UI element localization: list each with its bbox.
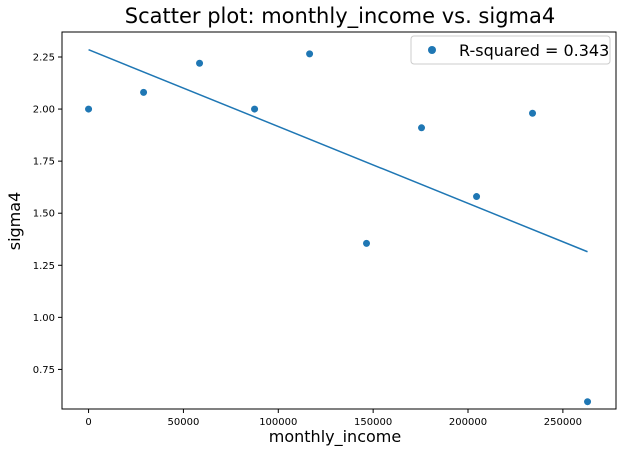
x-tick-label: 250000 bbox=[544, 417, 582, 428]
y-tick-label: 0.75 bbox=[33, 365, 55, 376]
legend-label: R-squared = 0.343 bbox=[459, 41, 609, 60]
y-tick-label: 1.50 bbox=[33, 209, 55, 220]
data-point bbox=[473, 193, 481, 201]
x-tick-label: 150000 bbox=[354, 417, 392, 428]
data-points bbox=[85, 50, 592, 406]
data-point bbox=[529, 109, 537, 117]
x-axis-ticks: 0 50000 100000 150000 200000 250000 bbox=[85, 409, 582, 428]
y-tick-label: 2.25 bbox=[33, 52, 55, 63]
data-point bbox=[140, 88, 148, 96]
trend-line-layer bbox=[88, 49, 588, 253]
x-tick-label: 100000 bbox=[259, 417, 297, 428]
y-tick-label: 1.25 bbox=[33, 261, 55, 272]
chart-title: Scatter plot: monthly_income vs. sigma4 bbox=[125, 4, 555, 29]
data-point bbox=[584, 398, 592, 406]
legend-box bbox=[410, 35, 611, 65]
trend-line bbox=[88, 49, 588, 253]
x-tick-label: 50000 bbox=[168, 417, 200, 428]
y-axis-ticks: 0.75 1.00 1.25 1.50 1.75 2.00 2.25 bbox=[33, 52, 62, 376]
data-point bbox=[85, 105, 93, 113]
data-point bbox=[196, 59, 204, 67]
data-point bbox=[363, 239, 371, 247]
y-tick-label: 1.75 bbox=[33, 157, 55, 168]
y-axis-label: sigma4 bbox=[5, 192, 24, 251]
legend: R-squared = 0.343 bbox=[410, 35, 611, 65]
legend-marker bbox=[428, 46, 436, 54]
y-tick-label: 2.00 bbox=[33, 105, 55, 116]
x-axis-label: monthly_income bbox=[269, 427, 401, 447]
data-point bbox=[251, 105, 259, 113]
x-tick-label: 200000 bbox=[449, 417, 487, 428]
y-tick-label: 1.00 bbox=[33, 313, 55, 324]
data-point bbox=[418, 124, 426, 132]
data-point bbox=[306, 50, 314, 58]
plot-area bbox=[61, 31, 617, 410]
x-tick-label: 0 bbox=[85, 417, 91, 428]
